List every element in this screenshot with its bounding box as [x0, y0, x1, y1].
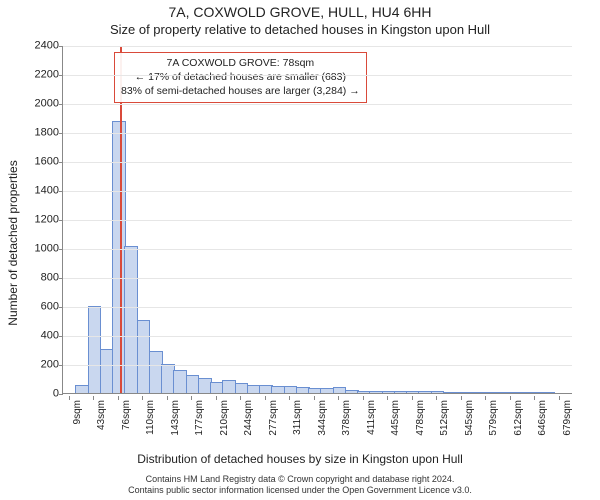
- chart-subtitle: Size of property relative to detached ho…: [0, 22, 600, 37]
- x-tick-mark: [69, 396, 70, 400]
- chart-title: 7A, COXWOLD GROVE, HULL, HU4 6HH: [0, 4, 600, 20]
- x-tick-label: 411sqm: [366, 400, 377, 435]
- x-tick-mark: [142, 396, 143, 400]
- x-tick-label: 646sqm: [537, 400, 548, 436]
- gridline-h: [63, 75, 572, 76]
- x-tick-label: 512sqm: [439, 400, 450, 436]
- x-tick-mark: [461, 396, 462, 400]
- y-axis-label-text: Number of detached properties: [6, 160, 20, 325]
- annotation-line-2: ← 17% of detached houses are smaller (68…: [121, 70, 360, 84]
- x-tick-label: 478sqm: [415, 400, 426, 436]
- x-tick-label: 679sqm: [562, 400, 573, 436]
- chart-container: { "title": "7A, COXWOLD GROVE, HULL, HU4…: [0, 0, 600, 500]
- y-tick-label: 1400: [19, 186, 63, 197]
- x-tick-label: 445sqm: [390, 400, 401, 436]
- histogram-bar: [541, 392, 555, 393]
- x-tick-mark: [387, 396, 388, 400]
- credit-text: Contains HM Land Registry data © Crown c…: [0, 474, 600, 497]
- x-axis-title: Distribution of detached houses by size …: [0, 452, 600, 466]
- x-tick-labels: 9sqm 43sqm 76sqm 110sqm 143sqm 177sqm 210sqm 24…: [62, 396, 572, 456]
- x-tick-mark: [436, 396, 437, 400]
- y-tick-label: 800: [19, 273, 63, 284]
- x-tick-mark: [118, 396, 119, 400]
- gridline-h: [63, 220, 572, 221]
- y-tick-label: 1800: [19, 128, 63, 139]
- y-tick-label: 1000: [19, 244, 63, 255]
- plot-area: 7A COXWOLD GROVE: 78sqm ← 17% of detache…: [62, 46, 572, 394]
- x-tick-label: 612sqm: [513, 400, 524, 436]
- x-tick-mark: [93, 396, 94, 400]
- gridline-h: [63, 249, 572, 250]
- x-tick-mark: [485, 396, 486, 400]
- x-tick-label: 210sqm: [219, 400, 230, 436]
- annotation-box: 7A COXWOLD GROVE: 78sqm ← 17% of detache…: [114, 52, 367, 103]
- y-tick-label: 400: [19, 331, 63, 342]
- y-tick-label: 2200: [19, 70, 63, 81]
- y-tick-label: 2400: [19, 41, 63, 52]
- gridline-h: [63, 307, 572, 308]
- x-tick-label: 344sqm: [317, 400, 328, 436]
- x-tick-label: 76sqm: [121, 400, 132, 430]
- x-tick-label: 177sqm: [194, 400, 205, 436]
- y-tick-label: 200: [19, 360, 63, 371]
- x-tick-label: 545sqm: [464, 400, 475, 436]
- gridline-h: [63, 46, 572, 47]
- x-tick-label: 378sqm: [341, 400, 352, 436]
- x-tick-label: 244sqm: [243, 400, 254, 436]
- x-tick-mark: [167, 396, 168, 400]
- x-tick-mark: [534, 396, 535, 400]
- x-tick-label: 277sqm: [268, 400, 279, 436]
- x-tick-mark: [314, 396, 315, 400]
- gridline-h: [63, 133, 572, 134]
- x-tick-mark: [265, 396, 266, 400]
- y-tick-label: 2000: [19, 99, 63, 110]
- gridline-h: [63, 104, 572, 105]
- x-tick-mark: [363, 396, 364, 400]
- gridline-h: [63, 162, 572, 163]
- gridline-h: [63, 365, 572, 366]
- y-tick-label: 1200: [19, 215, 63, 226]
- y-tick-label: 1600: [19, 157, 63, 168]
- gridline-h: [63, 278, 572, 279]
- y-tick-label: 600: [19, 302, 63, 313]
- x-tick-mark: [412, 396, 413, 400]
- annotation-line-1: 7A COXWOLD GROVE: 78sqm: [121, 56, 360, 70]
- x-tick-mark: [510, 396, 511, 400]
- credit-line-2: Contains public sector information licen…: [0, 485, 600, 496]
- x-tick-label: 143sqm: [170, 400, 181, 436]
- x-tick-mark: [216, 396, 217, 400]
- x-tick-mark: [289, 396, 290, 400]
- gridline-h: [63, 336, 572, 337]
- x-tick-mark: [559, 396, 560, 400]
- annotation-line-3: 83% of semi-detached houses are larger (…: [121, 84, 360, 98]
- credit-line-1: Contains HM Land Registry data © Crown c…: [0, 474, 600, 485]
- x-tick-label: 579sqm: [488, 400, 499, 436]
- x-tick-mark: [240, 396, 241, 400]
- x-tick-mark: [338, 396, 339, 400]
- x-tick-label: 9sqm: [72, 400, 83, 424]
- x-tick-label: 311sqm: [292, 400, 303, 435]
- x-tick-label: 43sqm: [96, 400, 107, 430]
- x-tick-mark: [191, 396, 192, 400]
- gridline-h: [63, 191, 572, 192]
- x-tick-label: 110sqm: [145, 400, 156, 435]
- y-tick-label: 0: [19, 389, 63, 400]
